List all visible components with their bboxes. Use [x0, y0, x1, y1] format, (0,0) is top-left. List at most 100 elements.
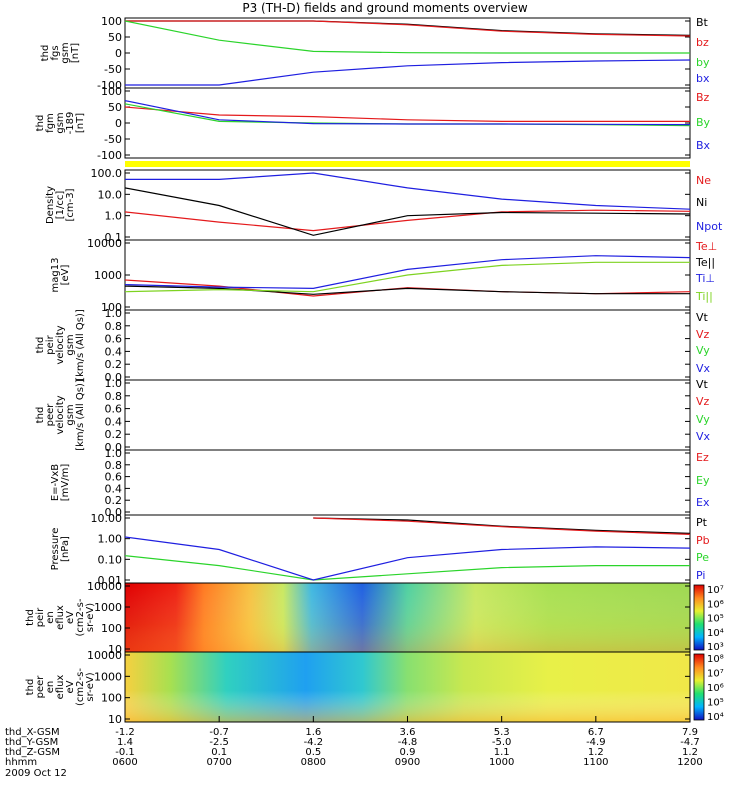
y-tick-label: 0.01 — [98, 574, 123, 587]
x-tick-value: 6.7 — [588, 727, 604, 738]
series-group-temp — [124, 255, 691, 297]
series-by — [124, 20, 690, 54]
y-tick-label: -50 — [104, 63, 122, 76]
y-label-line: gsm — [65, 404, 76, 425]
y-label-line: [nT] — [75, 113, 86, 133]
y-label-line: thd — [25, 679, 36, 696]
y-axis-label: E=-VxB [mV/m] — [50, 464, 71, 502]
x-tick-value: 0.9 — [400, 747, 416, 758]
legend-Vt: Vt — [696, 378, 709, 391]
x-tick-value: 0600 — [112, 757, 137, 768]
legend-Pi: Pi — [696, 569, 705, 582]
y-axis-label: thd peer velocity gsm [km/s (All Qs)] — [35, 379, 86, 451]
y-tick-label: 10000 — [87, 580, 122, 593]
y-tick-label: 0.2 — [105, 428, 123, 441]
legend-Pe: Pe — [696, 551, 709, 564]
y-tick-label: 50 — [108, 31, 122, 44]
series-group-fgm — [124, 100, 691, 127]
series-Ni — [124, 187, 691, 236]
colorbar-label: 10⁴ — [707, 628, 724, 639]
spectrogram-shade — [125, 583, 690, 652]
panel-peer_vel: 1.00.80.60.40.20.0 thd peer velocity gsm [km/… — [35, 377, 711, 454]
series-group-pressure — [124, 517, 691, 581]
series-Bx — [124, 100, 691, 126]
x-row-label: hhmm — [5, 757, 37, 768]
y-label-line: (cm2-s- — [75, 668, 86, 706]
legend-Ti||: Ti|| — [695, 290, 713, 303]
y-tick-label: 100 — [101, 15, 122, 28]
legend-Vt: Vt — [696, 311, 709, 324]
legend-Ne: Ne — [696, 174, 711, 187]
y-tick-label: 0.4 — [105, 415, 123, 428]
colorbar-label: 10⁵ — [707, 698, 724, 709]
y-tick-label: 10.00 — [91, 512, 123, 525]
legend-Te||: Te|| — [695, 256, 715, 269]
y-label-line: -189 — [65, 112, 76, 135]
panel-temp: 10000 1000 100 mag13 [eV] Te⊥ Te|| Ti⊥ Ti|| — [50, 237, 717, 314]
x-tick-value: -4.9 — [586, 737, 606, 748]
y-label-line: (cm2-s- — [75, 598, 86, 636]
y-axis-label: Pressure [nPa] — [50, 528, 71, 571]
y-tick-label: 10000 — [87, 649, 122, 662]
spectrogram-shade — [125, 652, 690, 722]
series-Npot — [125, 172, 691, 210]
y-tick-label: 10.0 — [98, 188, 123, 201]
legend-Npot: Npot — [696, 220, 723, 233]
colorbar — [693, 653, 705, 721]
y-tick-label: 10000 — [87, 237, 122, 250]
x-row-label: thd_Y-GSM — [5, 737, 58, 748]
series-Te|| — [124, 285, 690, 295]
x-tick-value: 5.3 — [494, 727, 510, 738]
y-tick-label: 10 — [108, 643, 122, 656]
panel-fgm: 100 50 0 -50 -100 thd fgm gsm -189 [nT] Bz By Bx — [35, 85, 711, 162]
series-bx — [125, 59, 691, 86]
x-tick-value: 1100 — [583, 757, 608, 768]
y-tick-label: 1.0 — [105, 447, 123, 460]
y-axis-label: thd peer en eflux eV (cm2-s-sr-eV) — [25, 668, 96, 706]
series-Pi — [124, 536, 691, 581]
y-tick-label: 0.8 — [105, 390, 123, 403]
y-tick-label: 100 — [101, 85, 122, 98]
y-tick-label: -100 — [97, 149, 122, 162]
legend-Pb: Pb — [696, 534, 710, 547]
y-label-line: [cm-3] — [65, 188, 76, 221]
x-tick-value: 0.1 — [211, 747, 227, 758]
legend-Pt: Pt — [696, 516, 708, 529]
x-tick-value: 1.2 — [682, 747, 698, 758]
x-tick-value: -4.7 — [680, 737, 700, 748]
y-label-line: thd — [40, 45, 51, 62]
y-tick-label: 0.6 — [105, 471, 123, 484]
y-label-line: sr-eV) — [85, 603, 96, 632]
colorbar — [693, 584, 705, 651]
y-tick-label: -100 — [97, 79, 122, 92]
x-tick-value: 1.2 — [588, 747, 604, 758]
legend-Vx: Vx — [696, 362, 711, 375]
y-tick-label: 0.4 — [105, 482, 123, 495]
y-tick-label: 100.0 — [91, 167, 123, 180]
chart-title: P3 (TH-D) fields and ground moments over… — [242, 1, 527, 15]
x-tick-value: -0.7 — [209, 727, 229, 738]
legend-Ni: Ni — [696, 196, 707, 209]
y-tick-label: 0.0 — [105, 441, 123, 454]
y-tick-label: 100 — [101, 622, 122, 635]
x-tick-value: -0.1 — [115, 747, 135, 758]
y-tick-label: 1.00 — [98, 533, 123, 546]
panel-frame — [124, 514, 691, 584]
colorbar-label: 10⁵ — [707, 614, 724, 625]
series-Bt — [125, 20, 691, 36]
y-label-line: sr-eV) — [85, 672, 96, 701]
y-label-line: peir — [45, 334, 56, 354]
legend-Bz: Bz — [696, 91, 710, 104]
series-Ne — [124, 209, 691, 232]
y-label-line: Density — [45, 186, 56, 224]
y-tick-label: 50 — [108, 101, 122, 114]
y-tick-label: 0.8 — [105, 459, 123, 472]
y-label-line: peir — [35, 607, 46, 627]
y-label-line: gsm — [55, 112, 66, 133]
y-label-line: Pressure — [50, 528, 61, 571]
y-label-line: en — [45, 681, 56, 694]
legend-Ey: Ey — [696, 474, 710, 487]
y-label-line: [nT] — [70, 43, 81, 63]
y-tick-label: 10 — [108, 713, 122, 726]
